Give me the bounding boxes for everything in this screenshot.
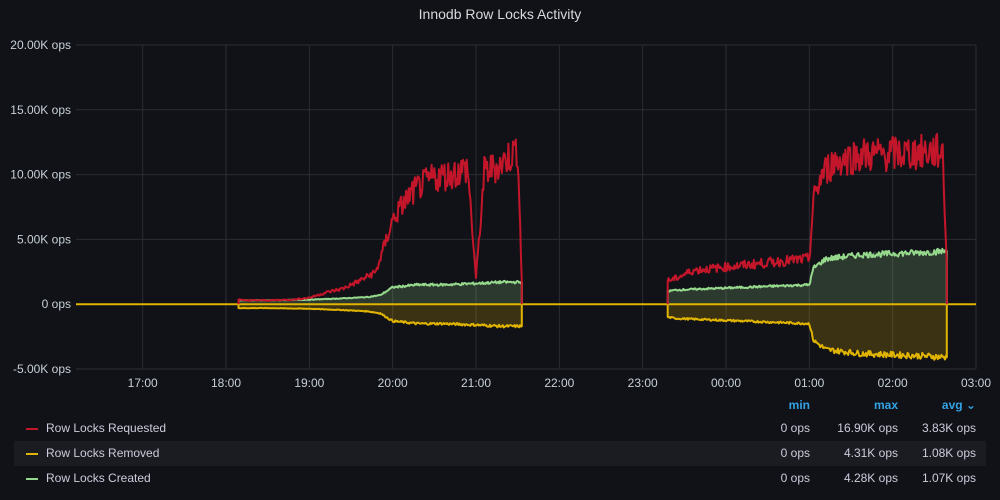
- legend-value-min: 0 ops: [780, 421, 810, 435]
- legend-value-max: 16.90K ops: [837, 421, 898, 435]
- x-tick-label: 19:00: [294, 376, 324, 390]
- y-tick-label: -5.00K ops: [13, 362, 71, 376]
- y-tick-label: 20.00K ops: [10, 38, 71, 52]
- legend-value-avg: 1.07K ops: [921, 471, 976, 485]
- series-area: [238, 281, 522, 305]
- legend-value-max: 4.31K ops: [843, 446, 898, 460]
- series-area: [667, 248, 947, 305]
- legend-value-avg: 3.83K ops: [921, 421, 976, 435]
- legend-value-avg: 1.08K ops: [921, 446, 976, 460]
- legend-swatch: [26, 428, 38, 430]
- legend-swatch: [26, 453, 38, 455]
- x-tick-label: 21:00: [461, 376, 491, 390]
- y-tick-label: 5.00K ops: [17, 232, 71, 246]
- y-tick-label: 15.00K ops: [10, 103, 71, 117]
- x-tick-label: 17:00: [128, 376, 158, 390]
- x-tick-label: 20:00: [378, 376, 408, 390]
- y-tick-label: 0 ops: [42, 297, 71, 311]
- x-tick-label: 02:00: [878, 376, 908, 390]
- x-tick-label: 03:00: [961, 376, 991, 390]
- legend-value-min: 0 ops: [780, 446, 810, 460]
- legend-row-requested[interactable]: Row Locks Requested 0 ops 16.90K ops 3.8…: [14, 416, 986, 441]
- series-line: [666, 304, 948, 361]
- x-tick-label: 22:00: [544, 376, 574, 390]
- legend-series-name[interactable]: Row Locks Requested: [46, 421, 167, 435]
- legend-row-created[interactable]: Row Locks Created 0 ops 4.28K ops 1.07K …: [14, 466, 986, 491]
- series-lines: [76, 132, 976, 361]
- legend-table: min max avg ⌄ Row Locks Requested 0 ops …: [14, 396, 986, 491]
- series-area: [238, 304, 522, 328]
- legend-header-min[interactable]: min: [788, 398, 810, 412]
- series-line: [666, 247, 948, 305]
- legend-value-max: 4.28K ops: [843, 471, 898, 485]
- x-tick-label: 23:00: [628, 376, 658, 390]
- legend-series-name[interactable]: Row Locks Created: [46, 471, 151, 485]
- x-tick-label: 18:00: [211, 376, 241, 390]
- x-axis: 17:00 18:00 19:00 20:00 21:00 22:00 23:00 00:00…: [128, 376, 992, 390]
- series-areas: [238, 248, 947, 360]
- x-tick-label: 01:00: [794, 376, 824, 390]
- time-series-chart[interactable]: 20.00K ops 15.00K ops 10.00K ops 5.00K ops 0…: [0, 0, 1000, 390]
- y-axis: 20.00K ops 15.00K ops 10.00K ops 5.00K ops 0…: [10, 38, 71, 376]
- series-area: [667, 304, 947, 360]
- x-tick-label: 00:00: [711, 376, 741, 390]
- series-line: [237, 138, 523, 305]
- legend-header-avg[interactable]: avg ⌄: [941, 398, 976, 412]
- legend-header: min max avg ⌄: [14, 396, 986, 416]
- legend-series-name[interactable]: Row Locks Removed: [46, 446, 160, 460]
- legend-header-max[interactable]: max: [873, 398, 898, 412]
- series-line: [237, 304, 523, 329]
- series-line: [666, 132, 948, 305]
- legend-row-removed[interactable]: Row Locks Removed 0 ops 4.31K ops 1.08K …: [14, 441, 986, 466]
- legend-swatch: [26, 478, 38, 480]
- legend-value-min: 0 ops: [780, 471, 810, 485]
- panel-title[interactable]: Innodb Row Locks Activity: [418, 6, 582, 22]
- y-tick-label: 10.00K ops: [10, 168, 71, 182]
